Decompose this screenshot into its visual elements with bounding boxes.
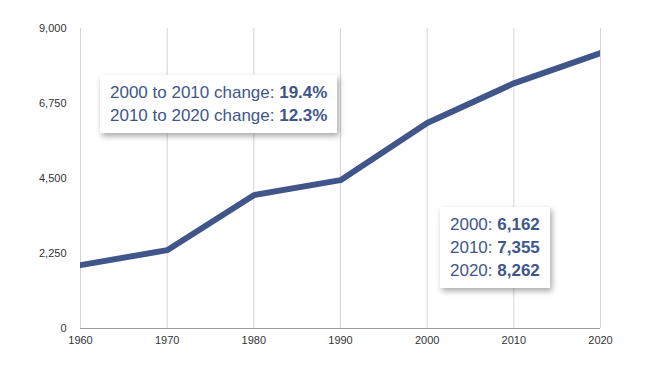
svg-text:9,000: 9,000	[39, 22, 67, 34]
svg-text:2020: 2020	[588, 334, 612, 346]
html-text:2020: 8,262: 2020: 8,262	[450, 261, 540, 280]
html-text:2010: 7,355: 2010: 7,355	[450, 238, 540, 257]
svg-text:2000: 2000	[415, 334, 439, 346]
html-text:2000: 6,162: 2000: 6,162	[450, 215, 540, 234]
svg-text:1960: 1960	[68, 334, 92, 346]
svg-text:1970: 1970	[155, 334, 179, 346]
svg-text:1990: 1990	[328, 334, 352, 346]
svg-text:6,750: 6,750	[39, 97, 67, 109]
svg-text:0: 0	[60, 322, 66, 334]
svg-text:4,500: 4,500	[39, 172, 67, 184]
svg-text:1980: 1980	[242, 334, 266, 346]
html-text:2000 to 2010 change: 19.4%: 2000 to 2010 change: 19.4%	[110, 83, 328, 102]
html-text:2010 to 2020 change: 12.3%: 2010 to 2020 change: 12.3%	[110, 106, 328, 125]
svg-text:2010: 2010	[502, 334, 526, 346]
svg-text:2,250: 2,250	[39, 247, 67, 259]
